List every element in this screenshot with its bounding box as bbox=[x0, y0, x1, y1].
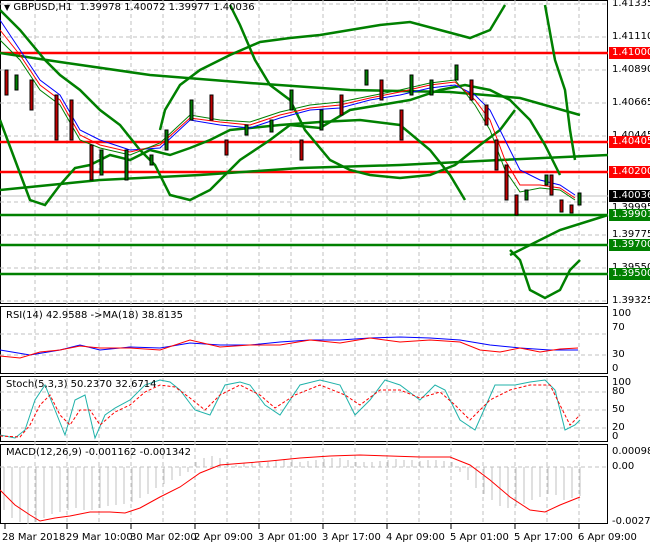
price-label: 1.41110 bbox=[612, 31, 650, 42]
rsi-axis-label: 0 bbox=[612, 363, 619, 374]
time-label: 2 Apr 09:00 bbox=[194, 532, 253, 543]
macd-axis-label: 0.00 bbox=[612, 461, 635, 472]
ohlc-values: 1.39978 1.40072 1.39977 1.40036 bbox=[79, 2, 255, 13]
time-label: 6 Apr 09:00 bbox=[578, 532, 637, 543]
level-tag-resistance: 1.40405 bbox=[609, 136, 650, 148]
bollinger-bands bbox=[0, 4, 609, 300]
time-label: 28 Mar 2018 bbox=[2, 532, 66, 543]
time-label: 3 Apr 17:00 bbox=[322, 532, 381, 543]
time-label: 30 Mar 02:00 bbox=[130, 532, 197, 543]
grid bbox=[0, 0, 608, 524]
stoch-axis-label: 50 bbox=[612, 404, 625, 415]
dropdown-triangle-icon[interactable]: ▼ bbox=[4, 3, 11, 12]
time-label: 3 Apr 01:00 bbox=[258, 532, 317, 543]
price-label: 1.40665 bbox=[612, 97, 650, 108]
level-tag-support: 1.39500 bbox=[609, 268, 650, 280]
price-label: 1.39325 bbox=[612, 295, 650, 306]
stoch-axis-label: 80 bbox=[612, 386, 625, 397]
stoch-lines bbox=[0, 379, 581, 440]
price-label: 1.41335 bbox=[612, 0, 650, 9]
price-label: 1.39550 bbox=[612, 262, 650, 273]
price-label: 1.39775 bbox=[612, 229, 650, 240]
rsi-axis-label: 30 bbox=[612, 349, 625, 360]
rsi-lines bbox=[0, 336, 579, 359]
macd-histogram bbox=[3, 456, 581, 524]
candles bbox=[4, 64, 582, 216]
level-tag-support: 1.39700 bbox=[609, 239, 650, 251]
macd-signal-line bbox=[0, 454, 581, 522]
level-tag-resistance: 1.41000 bbox=[609, 47, 650, 59]
time-label: 5 Apr 17:00 bbox=[514, 532, 573, 543]
time-label: 29 Mar 10:00 bbox=[66, 532, 133, 543]
symbol-label: GBPUSD,H1 bbox=[13, 2, 73, 13]
stoch-axis-label: 20 bbox=[612, 422, 625, 433]
macd-axis-label: -0.002734 bbox=[612, 516, 650, 527]
chart-title: ▼ GBPUSD,H1 1.39978 1.40072 1.39977 1.40… bbox=[4, 2, 255, 13]
stoch-panel[interactable] bbox=[0, 376, 608, 442]
rsi-title: RSI(14) 42.9588 ->MA(18) 38.8135 bbox=[6, 310, 183, 321]
level-tag-resistance: 1.40200 bbox=[609, 166, 650, 178]
time-label: 5 Apr 01:00 bbox=[450, 532, 509, 543]
current-price-tag: 1.40036 bbox=[609, 190, 650, 202]
price-label: 1.40890 bbox=[612, 64, 650, 75]
stoch-axis-label: 0 bbox=[612, 431, 619, 442]
stoch-axis-label: 100 bbox=[612, 377, 632, 388]
time-ticks bbox=[4, 524, 580, 529]
price-label: 1.40445 bbox=[612, 130, 650, 141]
rsi-axis-label: 100 bbox=[612, 308, 632, 319]
macd-axis-label: 0.000983 bbox=[612, 446, 650, 457]
price-label: 1.39995 bbox=[612, 202, 650, 213]
time-label: 4 Apr 09:00 bbox=[386, 532, 445, 543]
stoch-title: Stoch(5,3,3) 50.2370 32.6714 bbox=[6, 379, 157, 390]
rsi-axis-label: 70 bbox=[612, 322, 625, 333]
macd-title: MACD(12,26,9) -0.001162 -0.001342 bbox=[6, 447, 191, 458]
level-tag-support: 1.39901 bbox=[609, 209, 650, 221]
